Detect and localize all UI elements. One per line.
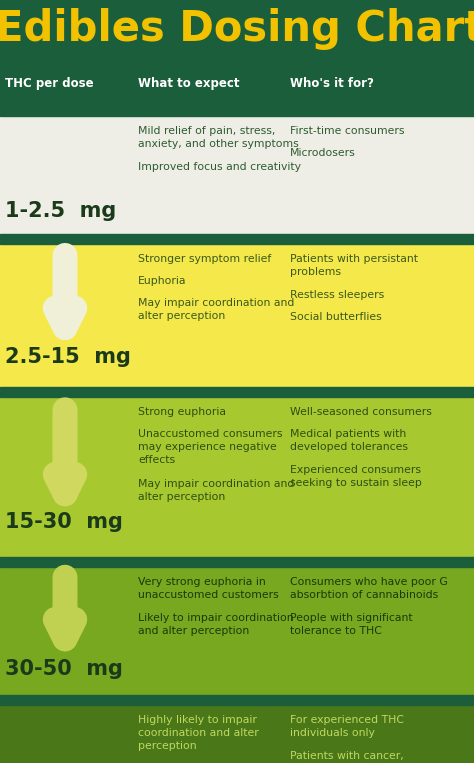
Text: Likely to impair coordination
and alter perception: Likely to impair coordination and alter …	[138, 613, 293, 636]
Text: Patients with persistant
problems: Patients with persistant problems	[290, 254, 418, 277]
Text: Mild relief of pain, stress,
anxiety, and other symptoms: Mild relief of pain, stress, anxiety, an…	[138, 126, 299, 149]
Text: First-time consumers: First-time consumers	[290, 126, 404, 136]
Text: THC per dose: THC per dose	[5, 77, 94, 90]
Text: Stronger symptom relief: Stronger symptom relief	[138, 254, 271, 264]
Bar	[0, 557, 474, 567]
Text: Patients with cancer,
inflammatory disorders, or
conditions that necessitate
hig: Patients with cancer, inflammatory disor…	[290, 751, 438, 763]
Text: 2.5-15  mg: 2.5-15 mg	[5, 347, 131, 367]
Text: 15-30  mg: 15-30 mg	[5, 512, 123, 533]
Text: What to expect: What to expect	[138, 77, 239, 90]
Bar	[0, 695, 474, 705]
Text: May impair coordination and
alter perception: May impair coordination and alter percep…	[138, 479, 294, 502]
Text: 1-2.5  mg: 1-2.5 mg	[5, 201, 116, 221]
Text: Euphoria: Euphoria	[138, 276, 186, 286]
Text: Improved focus and creativity: Improved focus and creativity	[138, 162, 301, 172]
Text: Medical patients with
developed tolerances: Medical patients with developed toleranc…	[290, 429, 408, 452]
Bar	[0, 397, 474, 557]
Text: For experienced THC
individuals only: For experienced THC individuals only	[290, 715, 404, 738]
Bar	[0, 106, 474, 116]
Text: Consumers who have poor G
absorbtion of cannabinoids: Consumers who have poor G absorbtion of …	[290, 577, 448, 600]
Text: Unaccustomed consumers
may experience negative
effects: Unaccustomed consumers may experience ne…	[138, 429, 283, 465]
Text: Highly likely to impair
coordination and alter
perception: Highly likely to impair coordination and…	[138, 715, 259, 751]
Text: Restless sleepers: Restless sleepers	[290, 290, 384, 300]
Bar	[0, 567, 474, 695]
Bar	[0, 705, 474, 763]
Text: Very strong euphoria in
unaccustomed customers: Very strong euphoria in unaccustomed cus…	[138, 577, 279, 600]
Bar	[0, 234, 474, 244]
Text: Who's it for?: Who's it for?	[290, 77, 374, 90]
Bar	[0, 244, 474, 387]
Text: Microdosers: Microdosers	[290, 148, 356, 158]
Text: Edibles Dosing Chart: Edibles Dosing Chart	[0, 8, 474, 50]
Bar	[0, 72, 474, 106]
Text: Well-seasoned consumers: Well-seasoned consumers	[290, 407, 432, 417]
Text: Social butterflies: Social butterflies	[290, 312, 382, 322]
Text: Strong euphoria: Strong euphoria	[138, 407, 226, 417]
Text: 30-50  mg: 30-50 mg	[5, 659, 123, 679]
Bar	[0, 387, 474, 397]
Text: Experienced consumers
seeking to sustain sleep: Experienced consumers seeking to sustain…	[290, 465, 422, 488]
Text: May impair coordination and
alter perception: May impair coordination and alter percep…	[138, 298, 294, 320]
Bar	[0, 116, 474, 234]
Text: People with significant
tolerance to THC: People with significant tolerance to THC	[290, 613, 413, 636]
Bar	[0, 0, 474, 72]
